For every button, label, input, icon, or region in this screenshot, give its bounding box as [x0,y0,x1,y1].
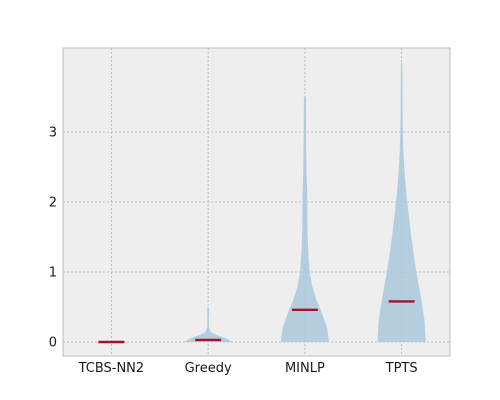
y-tick-label: 1 [49,266,57,281]
violin-body [377,62,426,342]
plot-frame [62,47,451,357]
x-tick-label: TCBS-NN2 [78,361,145,376]
violin-body [280,97,330,342]
x-tick-label: TPTS [385,361,418,376]
x-tick-label: MINLP [285,361,325,376]
y-tick-label: 2 [49,196,57,211]
violin-body [183,307,233,342]
y-tick-label: 0 [49,336,57,351]
x-tick-label: Greedy [185,361,232,376]
y-tick-label: 3 [49,126,57,141]
